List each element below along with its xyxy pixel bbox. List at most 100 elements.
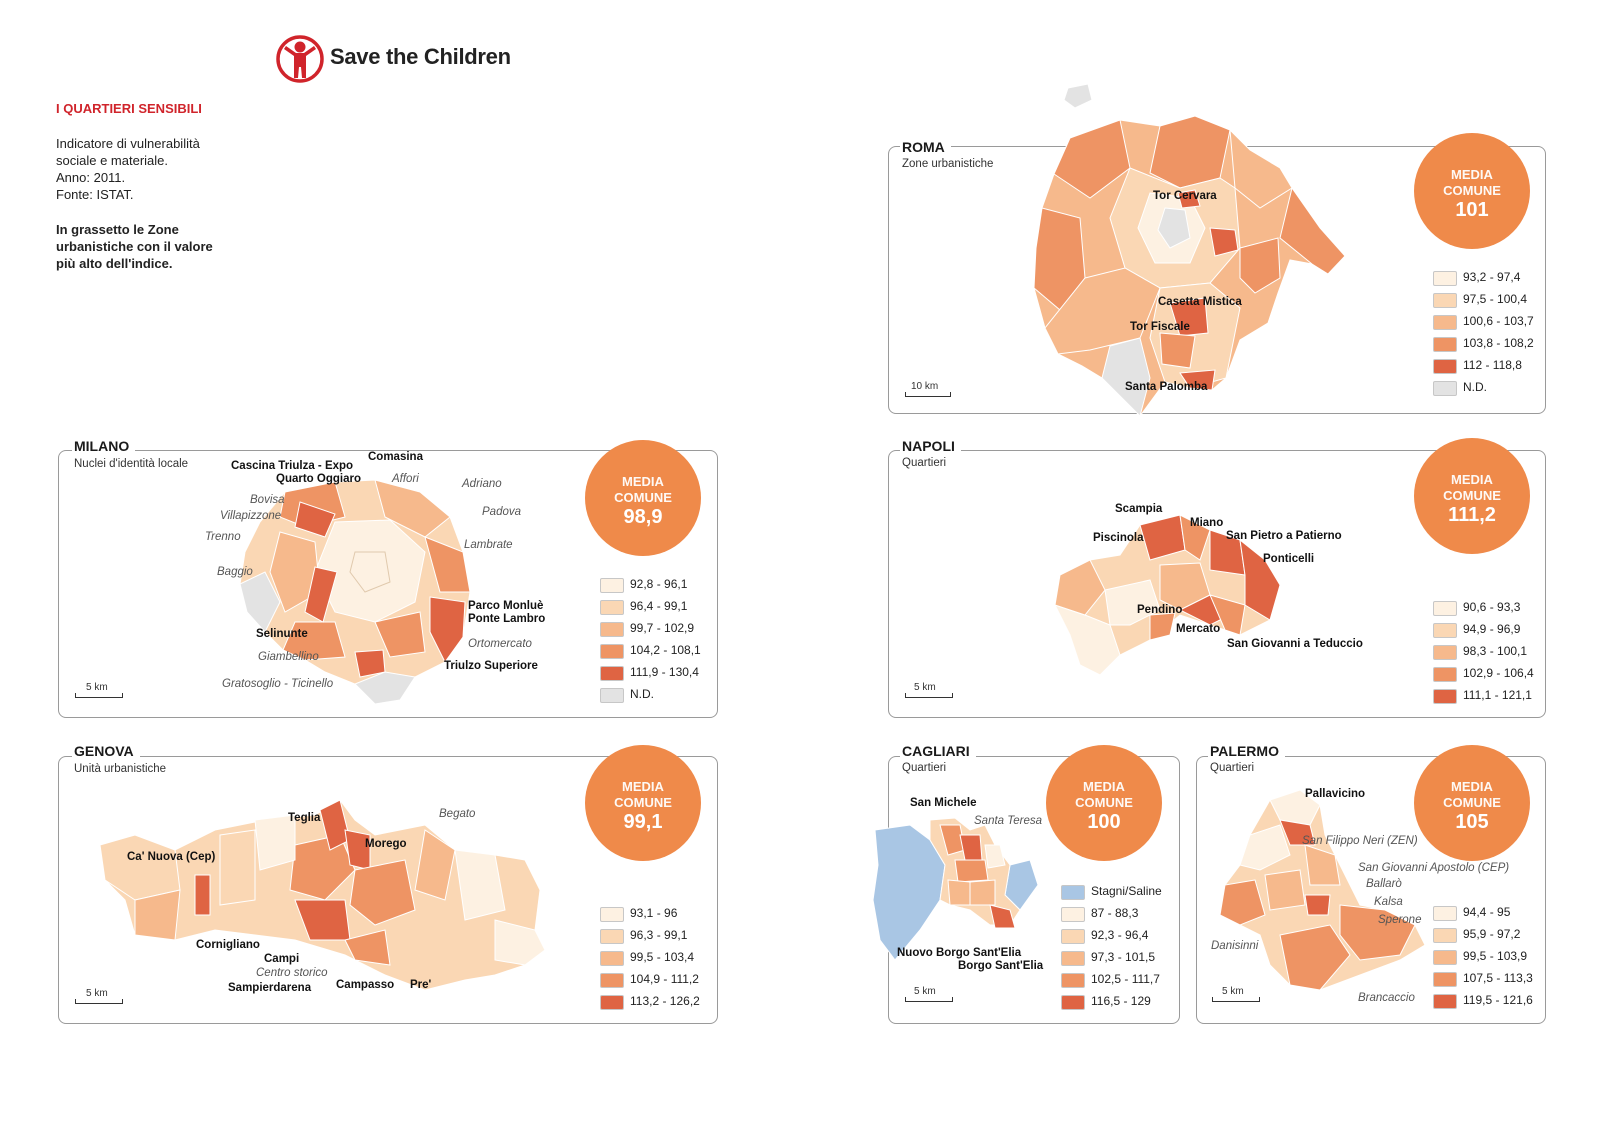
legend-swatch xyxy=(1433,271,1457,286)
legend-swatch xyxy=(1433,994,1457,1009)
legend-swatch xyxy=(1061,973,1085,988)
legend-swatch xyxy=(1061,951,1085,966)
legend-text: 111,1 - 121,1 xyxy=(1463,688,1532,702)
label-sampierdarena: Sampierdarena xyxy=(228,982,312,994)
legend-swatch xyxy=(600,688,624,703)
city-title-milano: MILANO xyxy=(72,438,136,454)
legend-swatch xyxy=(600,951,624,966)
label-tor-fiscale: Tor Fiscale xyxy=(1130,321,1190,333)
legend-text: 90,6 - 93,3 xyxy=(1463,600,1521,614)
label-trenno: Trenno xyxy=(205,531,241,543)
legend-text: 99,7 - 102,9 xyxy=(630,621,695,635)
legend-text: 102,9 - 106,4 xyxy=(1463,666,1534,680)
label-pre: Pre' xyxy=(410,979,432,991)
scale-milano: 5 km xyxy=(86,682,108,693)
label-danisinni: Danisinni xyxy=(1211,940,1259,952)
legend-swatch xyxy=(600,600,624,615)
legend-swatch xyxy=(1433,337,1457,352)
label-baggio: Baggio xyxy=(217,566,253,578)
legend-text: 96,3 - 99,1 xyxy=(630,928,688,942)
label-selinunte: Selinunte xyxy=(256,628,308,640)
label-san-giovanni-a-teduccio: San Giovanni a Teduccio xyxy=(1227,638,1363,650)
scale-palermo: 5 km xyxy=(1222,986,1244,997)
legend-text: 111,9 - 130,4 xyxy=(630,665,699,679)
label-campi: Campi xyxy=(264,953,300,965)
legend-swatch xyxy=(1433,906,1457,921)
city-title-palermo: PALERMO xyxy=(1208,743,1285,759)
comune-label: COMUNE xyxy=(1443,795,1501,810)
legend-text: 92,3 - 96,4 xyxy=(1091,928,1149,942)
label-villapizzone: Villapizzone xyxy=(220,510,282,522)
media-value-napoli: 111,2 xyxy=(1448,504,1496,526)
media-label: MEDIA xyxy=(622,779,664,794)
scale-cagliari: 5 km xyxy=(914,986,936,997)
legend-text: 99,5 - 103,9 xyxy=(1463,949,1528,963)
label-ponte-lambro: Ponte Lambro xyxy=(468,613,546,625)
legend-swatch xyxy=(600,622,624,637)
note-line: urbanistiche con il valore xyxy=(56,239,213,254)
comune-label: COMUNE xyxy=(1075,795,1133,810)
legend-swatch xyxy=(1433,689,1457,704)
subtitle-genova: Unità urbanistiche xyxy=(74,763,167,775)
description-line: Fonte: ISTAT. xyxy=(56,187,134,202)
section-title: I QUARTIERI SENSIBILI xyxy=(56,101,202,116)
media-value-palermo: 105 xyxy=(1455,811,1489,833)
legend-text: 99,5 - 103,4 xyxy=(630,950,695,964)
label-giambellino: Giambellino xyxy=(258,651,319,663)
legend-swatch xyxy=(600,644,624,659)
note-line: In grassetto le Zone xyxy=(56,222,179,237)
legend-text: 92,8 - 96,1 xyxy=(630,577,688,591)
label-affori: Affori xyxy=(392,473,419,485)
legend-text: 103,8 - 108,2 xyxy=(1463,336,1534,350)
legend-swatch xyxy=(1433,315,1457,330)
media-value-milano: 98,9 xyxy=(623,506,663,528)
label-casetta-mistica: Casetta Mistica xyxy=(1158,296,1242,308)
label-adriano: Adriano xyxy=(462,478,502,490)
label-ortomercato: Ortomercato xyxy=(468,638,532,650)
map-roma xyxy=(1033,83,1346,417)
legend-swatch xyxy=(1433,645,1457,660)
media-comune-badge-milano: MEDIA COMUNE 98,9 xyxy=(585,440,701,556)
scale-genova: 5 km xyxy=(86,988,108,999)
subtitle-palermo: Quartieri xyxy=(1210,762,1255,774)
subtitle-roma: Zone urbanistiche xyxy=(902,158,994,170)
label-sperone: Sperone xyxy=(1378,914,1422,926)
city-title-genova: GENOVA xyxy=(72,743,140,759)
city-title-napoli: NAPOLI xyxy=(900,438,961,454)
media-value-genova: 99,1 xyxy=(623,811,663,833)
label-centro-storico: Centro storico xyxy=(256,967,328,979)
label-nuovo-borgo-sant-elia: Nuovo Borgo Sant'Elia xyxy=(897,947,1022,959)
scale-roma: 10 km xyxy=(911,381,939,392)
map-palermo xyxy=(1219,789,1426,991)
media-comune-badge-roma: MEDIA COMUNE 101 xyxy=(1414,133,1530,249)
label-ballaro: Ballarò xyxy=(1366,878,1402,890)
label-teglia: Teglia xyxy=(288,812,321,824)
label-mercato: Mercato xyxy=(1176,623,1221,635)
label-begato: Begato xyxy=(439,808,476,820)
legend-swatch xyxy=(1433,972,1457,987)
city-title-roma: ROMA xyxy=(900,139,951,155)
save-the-children-logo: Save the Children xyxy=(276,34,536,84)
legend-text: 95,9 - 97,2 xyxy=(1463,927,1521,941)
media-comune-badge-palermo: MEDIA COMUNE 105 xyxy=(1414,745,1530,861)
legend-swatch xyxy=(1433,928,1457,943)
media-label: MEDIA xyxy=(1451,472,1493,487)
label-kalsa: Kalsa xyxy=(1374,896,1403,908)
legend-swatch xyxy=(1433,623,1457,638)
description-line: Indicatore di vulnerabilità xyxy=(56,136,200,151)
media-label: MEDIA xyxy=(622,474,664,489)
label-santa-teresa: Santa Teresa xyxy=(974,815,1042,827)
label-cascina-triulza: Cascina Triulza - Expo xyxy=(231,460,354,472)
label-miano: Miano xyxy=(1190,517,1224,529)
label-campasso: Campasso xyxy=(336,979,395,991)
label-triulzo-superiore: Triulzo Superiore xyxy=(444,660,538,672)
legend-text: 94,4 - 95 xyxy=(1463,905,1511,919)
media-label: MEDIA xyxy=(1451,167,1493,182)
label-pendino: Pendino xyxy=(1137,604,1183,616)
scale-bar xyxy=(75,693,123,698)
label-ca-nuova: Ca' Nuova (Cep) xyxy=(127,851,216,863)
scale-bar xyxy=(905,693,953,698)
legend-swatch xyxy=(1061,885,1085,900)
comune-label: COMUNE xyxy=(614,795,672,810)
scale-napoli: 5 km xyxy=(914,682,936,693)
